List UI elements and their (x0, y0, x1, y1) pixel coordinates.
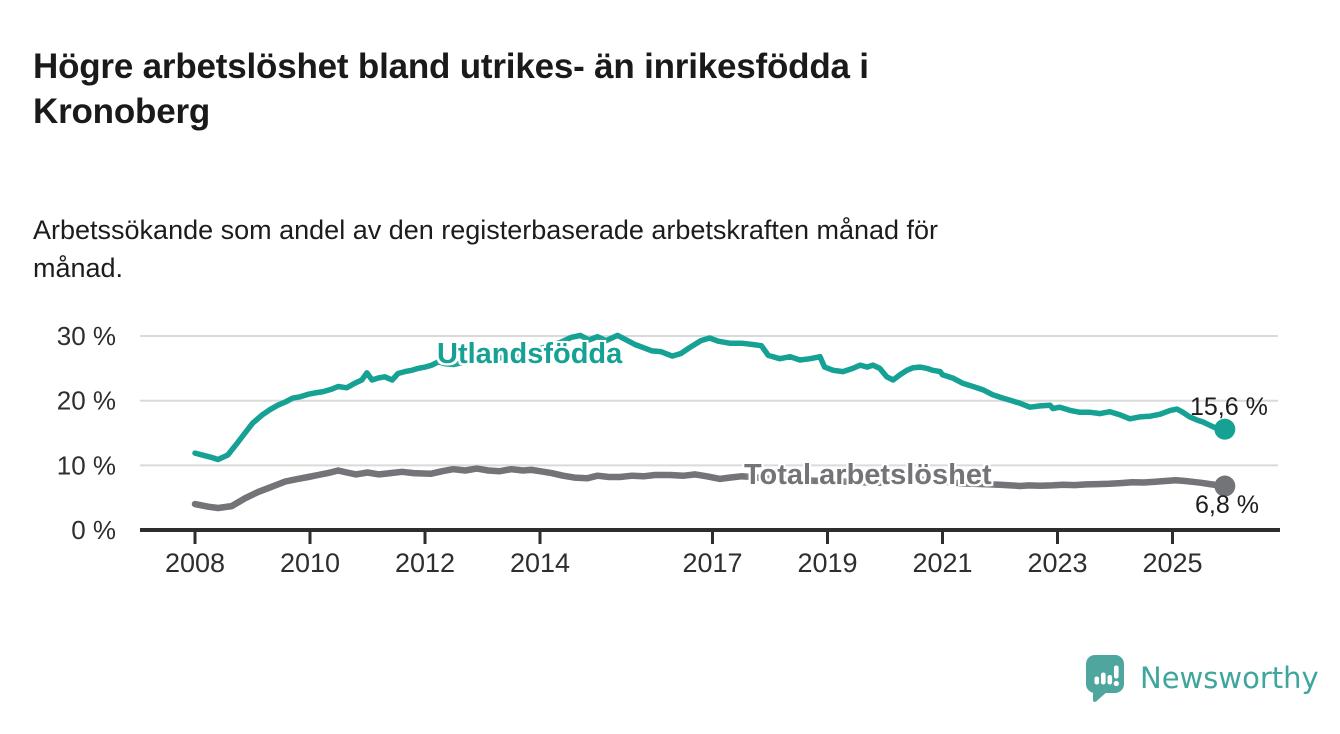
series-end-dot-1 (1214, 475, 1236, 497)
y-tick-label-20pct: 20 % (57, 386, 116, 416)
newsworthy-logo-text: Newsworthy (1140, 661, 1319, 695)
x-tick-label-2014: 2014 (510, 548, 570, 578)
series-line-1 (191, 465, 1229, 512)
y-tick-label-10pct: 10 % (57, 450, 116, 480)
x-tick-label-2025: 2025 (1142, 548, 1202, 578)
end-value-label-utlandsfodda: 15,6 % (1190, 393, 1268, 421)
x-tick-label-2019: 2019 (797, 548, 857, 578)
x-tick-label-2010: 2010 (280, 548, 340, 578)
x-tick-label-2012: 2012 (395, 548, 455, 578)
series-end-dot-0 (1214, 418, 1236, 440)
newsworthy-logo: Newsworthy (1085, 654, 1319, 702)
series-label-utlandsfodda: Utlandsfödda (437, 338, 623, 370)
newsworthy-logo-icon (1086, 655, 1124, 702)
y-tick-label-30pct: 30 % (57, 321, 116, 351)
x-tick-label-2023: 2023 (1027, 548, 1087, 578)
y-tick-label-0pct: 0 % (71, 515, 116, 545)
end-value-label-total: 6,8 % (1195, 491, 1259, 519)
series-line-0 (192, 332, 1228, 463)
series-label-total-arbetsloshet: Total arbetslöshet (744, 459, 992, 491)
page-subtitle: Arbetssökande som andel av den registerb… (33, 215, 939, 284)
x-tick-label-2017: 2017 (682, 548, 742, 578)
x-tick-label-2008: 2008 (165, 548, 225, 578)
x-tick-label-2021: 2021 (912, 548, 972, 578)
page-title: Högre arbetslöshet bland utrikes- än inr… (33, 47, 869, 131)
